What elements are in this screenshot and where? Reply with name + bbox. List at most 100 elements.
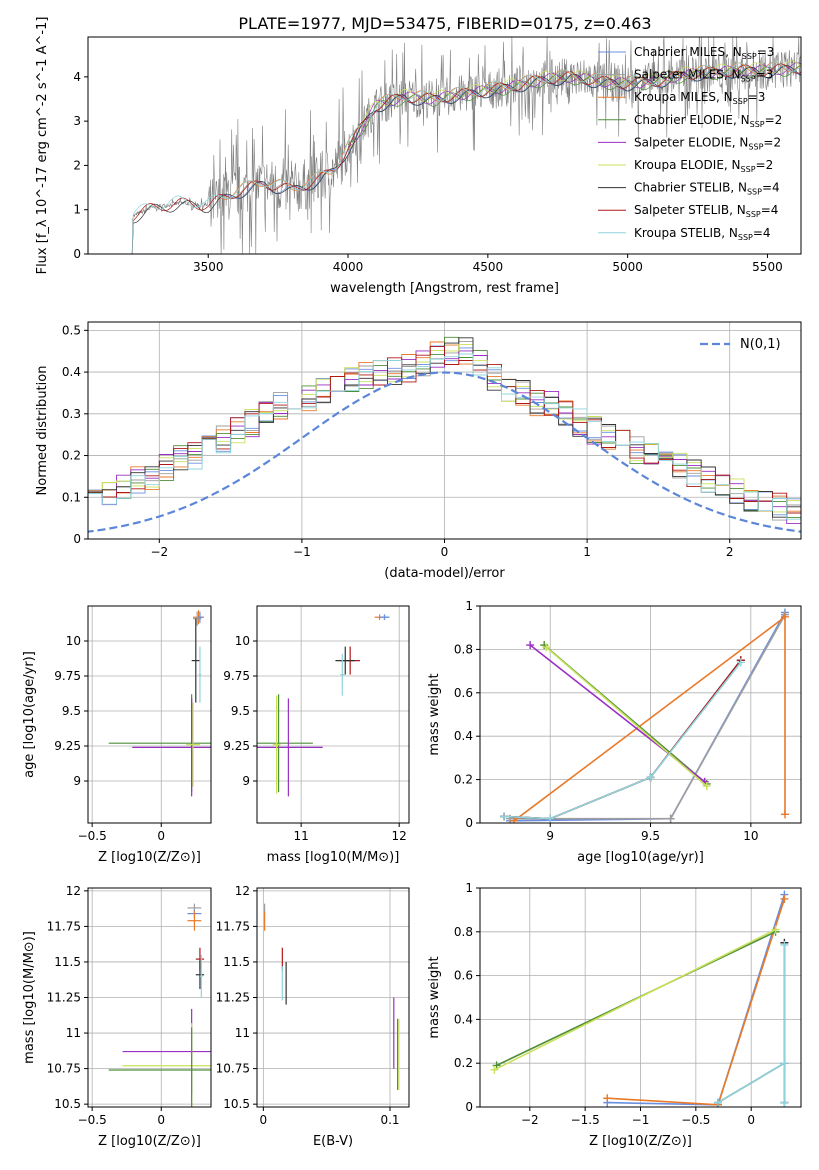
normal-curve [88,371,801,533]
x-axis-label: age [log10(age/yr)] [577,850,704,865]
x-tick-label: 0 [157,1113,165,1127]
y-tick-label: 11.75 [47,919,81,933]
histogram-chabrier_miles [88,345,801,528]
legend-subscript: SSP [741,165,756,174]
y-tick-label: 9.5 [231,704,250,718]
series-marker-kroupa_miles [780,612,789,621]
y-tick-label: 11 [235,1026,250,1040]
x-tick-label: 9.5 [641,829,660,843]
legend-value: =2 [765,113,783,127]
y-tick-label: 0.8 [454,925,473,939]
y-tick-label: 11.25 [47,991,81,1005]
axes-frame [87,321,802,540]
y-tick-label: 11.75 [216,919,250,933]
y-tick-label: 9 [242,774,250,788]
y-tick-label: 10 [66,634,81,648]
x-axis-label: Z [log10(Z/Z⊙)] [98,1134,201,1149]
series-marker-kroupa_elodie [490,1065,499,1074]
histogram-salpeter_stelib [88,346,801,520]
model-curve-salpeter_stelib [131,63,801,254]
legend-value: =4 [753,226,771,240]
series-marker-kroupa_miles [603,1094,612,1103]
series-line-kroupa_elodie [545,646,708,787]
y-tick-label: 4 [73,70,81,84]
y-axis-label: Flux [f_λ 10^-17 erg cm^-2 s^-1 A^-1] [35,17,50,275]
legend-label: Salpeter MILES, NSSP=3 [634,68,773,84]
y-tick-label: 0.8 [454,642,473,656]
series-marker-salpeter_elodie [526,641,535,650]
legend-label: Kroupa ELODIE, NSSP=2 [634,158,773,174]
x-axis-label: Z [log10(Z/Z⊙)] [589,1134,692,1149]
x-axis-label: Z [log10(Z/Z⊙)] [98,850,201,865]
x-tick-label: 1 [583,545,591,559]
series-marker-kroupa_stelib [500,812,509,821]
y-tick-label: 0.6 [454,686,473,700]
massweight-vs-age-panel: 9 9.5 10 0 0.2 0.4 0.6 0.8 1 age [log10(age/yr)] m… [427,599,802,865]
y-tick-label: 9.25 [54,739,81,753]
legend-label: Kroupa MILES, NSSP=3 [634,90,765,106]
plot-area [490,890,789,1107]
histogram-chabrier_elodie [88,336,801,520]
y-tick-label: 11.25 [216,991,250,1005]
series-marker-kroupa_miles [780,810,789,819]
plot-area [88,336,801,533]
y-tick-label: 2 [73,158,81,172]
histogram-salpeter_elodie [88,350,801,527]
y-tick-label: 0.5 [62,323,81,337]
x-tick-label: 0.1 [380,1113,399,1127]
histogram-kroupa_elodie [88,343,801,513]
legend-text: Kroupa ELODIE, N [634,158,741,172]
axes-frame [479,887,802,1108]
x-tick-label: −2 [521,1113,539,1127]
series-marker-kroupa_elodie [771,925,780,934]
residual-histogram-panel: −2 −1 0 1 2 0 0.1 0.2 0.3 0.4 0.5 (data-model)/erro… [35,321,802,581]
model-curve-kroupa_stelib [131,61,801,254]
y-tick-label: 1 [465,881,473,895]
y-tick-label: 9.75 [223,669,250,683]
y-tick-label: 11.5 [223,955,250,969]
legend-text: Chabrier STELIB, N [634,181,747,195]
model-curve-kroupa_miles [219,61,801,200]
legend-label: Chabrier ELODIE, NSSP=2 [634,113,782,129]
y-axis-label: mass weight [427,956,442,1038]
y-tick-label: 0 [73,247,81,261]
x-tick-label: −2 [150,545,168,559]
series-marker-kroupa_stelib [646,773,655,782]
series-marker-kroupa_elodie [542,643,551,652]
x-tick-label: 3500 [193,260,224,274]
massweight-vs-z-panel: −2 −1.5 −1 −0.5 0 0 0.2 0.4 0.6 0.8 1 Z [log10(Z/Z⊙… [427,881,802,1149]
model-curve-salpeter_elodie [347,62,801,147]
plot-area [124,37,801,254]
x-tick-label: 5500 [752,260,783,274]
plot-area [108,610,211,797]
axes-frame [87,36,802,255]
series-marker-kroupa_stelib [713,1098,722,1107]
x-tick-label: 2 [726,545,734,559]
plot-area [257,614,390,797]
y-tick-label: 0 [73,532,81,546]
y-tick-label: 11.5 [54,955,81,969]
mass-vs-ebv-panel: 0 0.1 10.5 10.75 11 11.25 11.5 11.75 12 E(B-V) [216,884,410,1149]
y-tick-label: 10.5 [223,1097,250,1111]
series-marker-kroupa_stelib [736,658,745,667]
y-tick-label: 0 [465,816,473,830]
legend-text: Kroupa STELIB, N [634,226,738,240]
series-line-kroupa_stelib [504,661,742,820]
series-marker-salpeter_miles [666,814,675,823]
histogram-salpeter_miles [88,340,801,521]
series-marker-kroupa_stelib [546,814,555,823]
x-tick-label: −0.5 [78,1113,107,1127]
legend-text: Chabrier MILES, N [634,45,742,59]
legend-label: Chabrier MILES, NSSP=3 [634,45,774,61]
legend-value: =3 [757,45,775,59]
series-marker-kroupa_stelib [780,1098,789,1107]
x-tick-label: 10 [743,829,758,843]
legend-text: Salpeter STELIB, N [634,203,746,217]
y-tick-label: 0.1 [62,490,81,504]
legend-value: =3 [756,68,774,82]
legend-subscript: SSP [750,120,765,129]
legend-label: N(0,1) [740,337,781,352]
y-axis-label: mass weight [427,673,442,755]
x-tick-label: −0.5 [78,829,107,843]
